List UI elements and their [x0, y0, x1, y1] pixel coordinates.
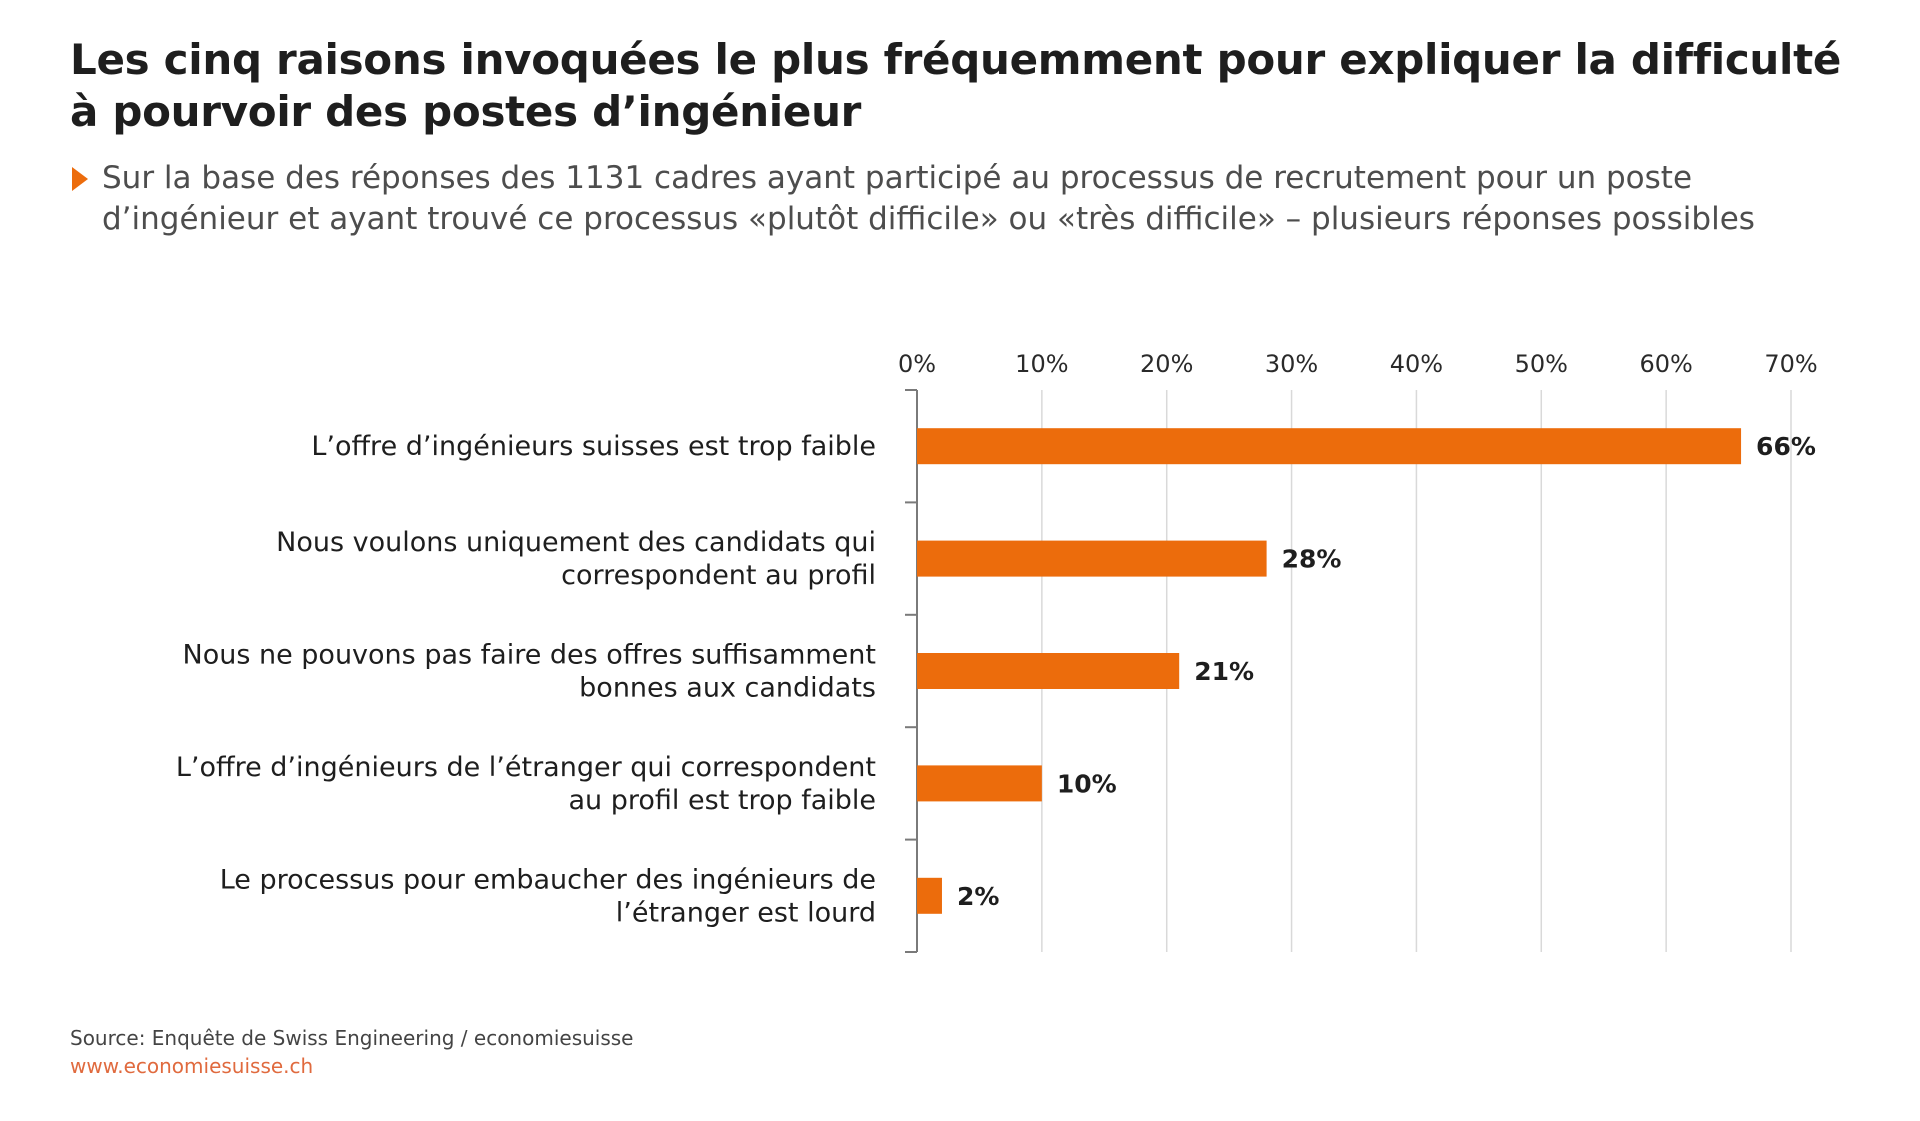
- x-tick-label: 0%: [898, 350, 936, 378]
- bar: [917, 877, 942, 914]
- category-label: au profil est trop faible: [569, 785, 876, 816]
- bar: [917, 428, 1742, 465]
- category-label: L’offre d’ingénieurs suisses est trop fa…: [311, 431, 876, 462]
- value-label: 28%: [1282, 545, 1342, 574]
- website-link[interactable]: www.economiesuisse.ch: [70, 1054, 314, 1078]
- value-label: 10%: [1057, 769, 1117, 798]
- x-tick-label: 10%: [1015, 350, 1068, 378]
- value-label: 21%: [1194, 657, 1254, 686]
- category-label: correspondent au profil: [561, 560, 876, 591]
- x-tick-label: 60%: [1639, 350, 1692, 378]
- bar: [917, 653, 1180, 689]
- source-note: Source: Enquête de Swiss Engineering / e…: [70, 1026, 634, 1050]
- chart-title: Les cinq raisons invoquées le plus fréqu…: [70, 35, 1842, 136]
- category-label: L’offre d’ingénieurs de l’étranger qui c…: [176, 752, 876, 783]
- triangle-bullet-icon: [72, 167, 88, 191]
- x-tick-label: 30%: [1265, 350, 1318, 378]
- x-tick-label: 50%: [1515, 350, 1568, 378]
- category-label: Nous ne pouvons pas faire des offres suf…: [183, 640, 877, 671]
- chart-subtitle: Sur la base des réponses des 1131 cadres…: [102, 160, 1755, 237]
- category-label: l’étranger est lourd: [616, 897, 876, 928]
- bar: [917, 540, 1267, 577]
- category-label: Nous voulons uniquement des candidats qu…: [276, 527, 876, 558]
- x-tick-label: 20%: [1140, 350, 1193, 378]
- value-label: 2%: [957, 882, 999, 911]
- x-tick-label: 70%: [1764, 350, 1817, 378]
- value-label: 66%: [1756, 432, 1816, 461]
- category-label: bonnes aux candidats: [579, 673, 876, 704]
- bar: [917, 765, 1042, 802]
- category-label: Le processus pour embaucher des ingénieu…: [220, 864, 876, 895]
- x-tick-label: 40%: [1390, 350, 1443, 378]
